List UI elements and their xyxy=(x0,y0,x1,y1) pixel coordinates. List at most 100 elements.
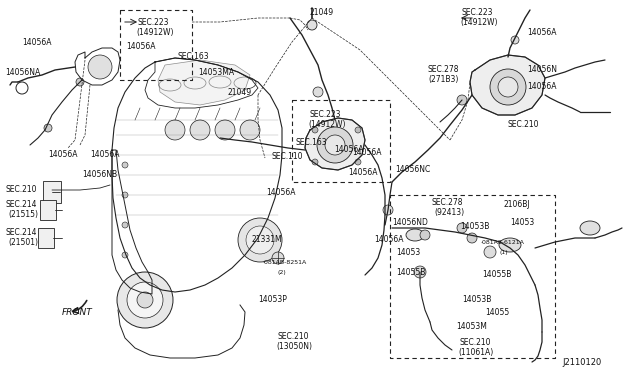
Text: 14056NA: 14056NA xyxy=(5,68,40,77)
Circle shape xyxy=(313,87,323,97)
Text: SEC.110: SEC.110 xyxy=(272,152,303,161)
Circle shape xyxy=(325,135,345,155)
Ellipse shape xyxy=(406,229,424,241)
Circle shape xyxy=(88,55,112,79)
Text: (1): (1) xyxy=(500,250,509,255)
Circle shape xyxy=(44,124,52,132)
Text: 21049: 21049 xyxy=(228,88,252,97)
Text: ·081AB-8251A: ·081AB-8251A xyxy=(262,260,307,265)
Text: 14053B: 14053B xyxy=(462,295,492,304)
Circle shape xyxy=(76,78,84,86)
Text: 14056A: 14056A xyxy=(334,145,364,154)
Text: 14056A: 14056A xyxy=(348,168,378,177)
Text: SEC.278: SEC.278 xyxy=(432,198,463,207)
Text: 14053P: 14053P xyxy=(258,295,287,304)
Text: SEC.223: SEC.223 xyxy=(138,18,170,27)
Polygon shape xyxy=(470,55,545,115)
Text: SEC.278: SEC.278 xyxy=(428,65,460,74)
Circle shape xyxy=(307,20,317,30)
Text: 14056A: 14056A xyxy=(527,82,557,91)
Bar xyxy=(43,181,61,203)
Text: 14055B: 14055B xyxy=(396,268,426,277)
Text: 14056N: 14056N xyxy=(527,65,557,74)
Text: 14056A: 14056A xyxy=(126,42,156,51)
Text: (14912W): (14912W) xyxy=(308,120,346,129)
Text: J2110120: J2110120 xyxy=(562,358,601,367)
Text: (11061A): (11061A) xyxy=(458,348,493,357)
Text: (14912W): (14912W) xyxy=(460,18,497,27)
Circle shape xyxy=(312,159,318,165)
Text: 14056A: 14056A xyxy=(266,188,296,197)
Circle shape xyxy=(190,120,210,140)
Text: FRONT: FRONT xyxy=(62,308,93,317)
Text: SEC.223: SEC.223 xyxy=(310,110,342,119)
Text: 14056A: 14056A xyxy=(374,235,403,244)
Text: 2106BJ: 2106BJ xyxy=(504,200,531,209)
Text: (2): (2) xyxy=(278,270,287,275)
Circle shape xyxy=(122,162,128,168)
Circle shape xyxy=(317,127,353,163)
Ellipse shape xyxy=(580,221,600,235)
Text: (92413): (92413) xyxy=(434,208,464,217)
Text: 14056A: 14056A xyxy=(527,28,557,37)
Circle shape xyxy=(137,292,153,308)
Circle shape xyxy=(117,272,173,328)
Text: SEC.214: SEC.214 xyxy=(5,228,36,237)
Text: (21501): (21501) xyxy=(8,238,38,247)
Circle shape xyxy=(484,246,496,258)
Text: 14053: 14053 xyxy=(396,248,420,257)
Text: 14053: 14053 xyxy=(510,218,534,227)
Circle shape xyxy=(165,120,185,140)
Circle shape xyxy=(312,127,318,133)
Text: (13050N): (13050N) xyxy=(276,342,312,351)
Text: 14053MA: 14053MA xyxy=(198,68,234,77)
Text: 14053M: 14053M xyxy=(456,322,487,331)
Text: 21049: 21049 xyxy=(310,8,334,17)
Text: (14912W): (14912W) xyxy=(136,28,173,37)
Text: ·081A8-6121A: ·081A8-6121A xyxy=(480,240,524,245)
Bar xyxy=(40,200,56,220)
Text: 14056A: 14056A xyxy=(352,148,381,157)
Circle shape xyxy=(383,205,393,215)
Circle shape xyxy=(215,120,235,140)
Text: SEC.210: SEC.210 xyxy=(5,185,36,194)
Circle shape xyxy=(238,218,282,262)
Circle shape xyxy=(457,223,467,233)
Text: 21331M: 21331M xyxy=(252,235,283,244)
Text: SEC.163: SEC.163 xyxy=(178,52,210,61)
Text: SEC.210: SEC.210 xyxy=(460,338,492,347)
Text: 14053B: 14053B xyxy=(460,222,490,231)
Text: (271B3): (271B3) xyxy=(428,75,458,84)
Text: 14056NB: 14056NB xyxy=(82,170,117,179)
Circle shape xyxy=(272,252,284,264)
Text: SEC.163: SEC.163 xyxy=(296,138,328,147)
Text: 14056A: 14056A xyxy=(22,38,51,47)
Circle shape xyxy=(457,95,467,105)
Text: SEC.223: SEC.223 xyxy=(462,8,493,17)
Circle shape xyxy=(122,192,128,198)
Circle shape xyxy=(122,222,128,228)
Polygon shape xyxy=(158,60,250,105)
Circle shape xyxy=(246,226,274,254)
Text: 14056NC: 14056NC xyxy=(395,165,430,174)
Circle shape xyxy=(122,252,128,258)
Circle shape xyxy=(355,127,361,133)
Text: 14056A: 14056A xyxy=(48,150,77,159)
Text: 14055B: 14055B xyxy=(482,270,511,279)
Circle shape xyxy=(498,77,518,97)
Circle shape xyxy=(355,159,361,165)
Circle shape xyxy=(490,69,526,105)
Text: (21515): (21515) xyxy=(8,210,38,219)
Text: 14056ND: 14056ND xyxy=(392,218,428,227)
Text: 14056A: 14056A xyxy=(90,150,120,159)
Circle shape xyxy=(414,266,426,278)
Circle shape xyxy=(467,233,477,243)
Ellipse shape xyxy=(499,238,521,252)
Bar xyxy=(38,228,54,248)
Circle shape xyxy=(127,282,163,318)
Circle shape xyxy=(420,230,430,240)
Polygon shape xyxy=(305,118,365,170)
Text: SEC.210: SEC.210 xyxy=(278,332,310,341)
Text: 14055: 14055 xyxy=(485,308,509,317)
Circle shape xyxy=(240,120,260,140)
